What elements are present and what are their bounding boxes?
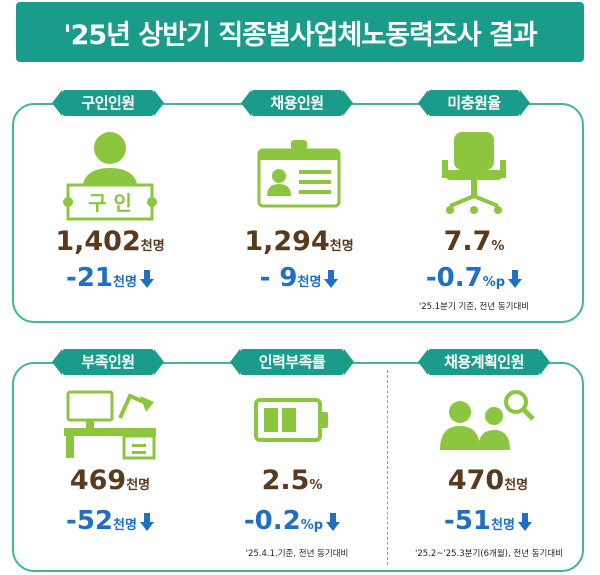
shortage-change: -52천명	[30, 506, 190, 536]
down-arrow-icon	[517, 512, 532, 531]
shortage-rate-note: '25.4.1.기준, 전년 동기대비	[245, 549, 349, 559]
value-number: 470	[447, 465, 505, 496]
change-number: -52	[66, 506, 114, 536]
value-unit: %	[309, 478, 323, 493]
change-unit: 천명	[113, 518, 137, 533]
unfilled-rate-note: '25.1분기 기준, 전년 동기대비	[418, 302, 530, 312]
hiring-plan-note: '25.2~'25.3분기(6개월), 전년 동기대비	[415, 549, 563, 559]
label-text: 채용인원	[270, 94, 324, 112]
label-hires: 채용인원	[241, 90, 353, 116]
label-job-openings: 구인인원	[52, 90, 164, 116]
shortage-rate-value: 2.5%	[212, 465, 372, 496]
change-number: -51	[444, 506, 492, 536]
label-shortage-rate: 인력부족률	[230, 349, 354, 375]
page-title: '25년 상반기 직종별사업체노동력조사 결과	[63, 19, 537, 51]
change-unit: 천명	[113, 275, 137, 290]
down-arrow-icon	[508, 269, 523, 288]
shortage-value: 469천명	[30, 465, 190, 496]
desk-computer-icon	[64, 390, 156, 460]
change-unit: 천명	[297, 275, 322, 290]
id-badge-icon	[257, 140, 341, 208]
label-unfilled-rate: 미충원율	[418, 90, 530, 116]
value-number: 7.7	[443, 226, 492, 257]
value-unit: 천명	[329, 239, 354, 254]
person-holding-sign-icon: 구 인	[63, 132, 157, 221]
value-unit: 천명	[140, 239, 165, 254]
value-number: 1,294	[244, 226, 330, 257]
label-text: 구인인원	[81, 94, 135, 112]
down-arrow-icon	[139, 512, 154, 531]
shortage-rate-change: -0.2%p	[212, 506, 372, 536]
label-shortage: 부족인원	[52, 349, 164, 375]
down-arrow-icon	[326, 512, 341, 531]
change-unit: %p	[300, 518, 324, 533]
sign-text: 구 인	[88, 191, 132, 215]
down-arrow-icon	[139, 269, 154, 288]
change-number: -21	[66, 263, 114, 293]
label-text: 부족인원	[81, 353, 135, 371]
people-search-icon	[440, 390, 535, 450]
down-arrow-icon	[324, 269, 339, 288]
low-battery-icon	[254, 398, 328, 442]
value-number: 1,402	[55, 226, 141, 257]
value-unit: 천명	[504, 478, 529, 493]
value-unit: %	[491, 239, 505, 254]
change-number: -0.2	[243, 506, 301, 536]
hiring-plan-value: 470천명	[408, 465, 568, 496]
unfilled-rate-change: -0.7%p	[394, 263, 554, 293]
value-number: 469	[69, 465, 127, 496]
title-banner: '25년 상반기 직종별사업체노동력조사 결과	[16, 2, 584, 62]
hiring-plan-change: -51천명	[408, 506, 568, 536]
hires-value: 1,294천명	[219, 226, 379, 257]
label-text: 미충원율	[447, 94, 501, 112]
divider	[387, 370, 388, 565]
job-openings-value: 1,402천명	[30, 226, 190, 257]
change-unit: 천명	[491, 518, 515, 533]
hires-change: - 9천명	[219, 263, 379, 293]
change-unit: %p	[482, 275, 506, 290]
value-unit: 천명	[126, 478, 151, 493]
label-text: 채용계획인원	[444, 353, 524, 371]
job-openings-change: -21천명	[30, 263, 190, 293]
unfilled-rate-value: 7.7%	[394, 226, 554, 257]
office-chair-icon	[442, 132, 506, 214]
label-text: 인력부족률	[258, 353, 326, 371]
label-hiring-plan: 채용계획인원	[418, 349, 550, 375]
value-number: 2.5	[261, 465, 310, 496]
change-number: - 9	[259, 263, 298, 293]
change-number: -0.7	[425, 263, 483, 293]
